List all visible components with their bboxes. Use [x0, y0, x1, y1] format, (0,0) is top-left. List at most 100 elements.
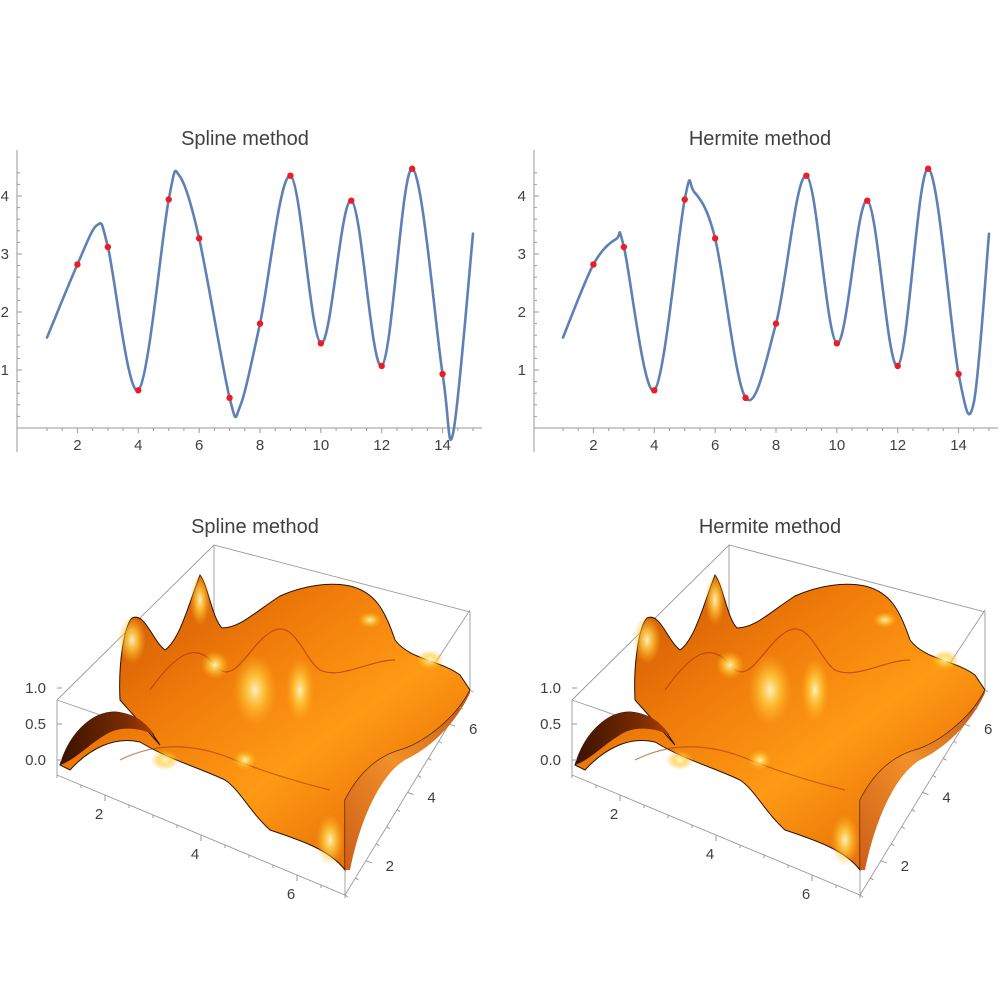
y-minor-tick: [943, 757, 947, 761]
x-tick-label: 2: [589, 437, 597, 454]
y-minor-tick: [870, 877, 874, 881]
z-tick-label: 0.0: [540, 752, 561, 769]
y-minor-tick: [911, 809, 916, 812]
x-tick-label: 12: [373, 437, 390, 454]
y-major-tick: [964, 723, 971, 727]
surface-highlight: [873, 612, 897, 628]
surface-highlight: [716, 651, 744, 679]
y-minor-tick: [386, 826, 390, 830]
data-point: [317, 340, 325, 347]
y-minor-tick: [984, 689, 989, 693]
y-tick-label: 2: [386, 858, 394, 875]
y-major-tick: [922, 792, 929, 795]
y-tick-label: 4: [518, 188, 526, 205]
x-tick-label: 2: [95, 806, 103, 823]
data-point: [226, 394, 233, 402]
data-point: [287, 172, 294, 179]
y-minor-tick: [344, 894, 349, 898]
chart-title: Spline method: [191, 516, 319, 538]
surface-highlight: [316, 814, 344, 866]
data-point: [378, 362, 385, 370]
data-point: [924, 165, 932, 172]
z-tick-label: 1.0: [540, 680, 561, 697]
y-tick-label: 4: [1, 188, 9, 205]
x-tick-label: 6: [287, 886, 295, 903]
surface-ridge-line: [149, 628, 396, 691]
surface-highlight: [233, 750, 257, 770]
y-tick-label: 4: [942, 790, 950, 807]
y-minor-tick: [417, 775, 422, 778]
data-point: [620, 243, 628, 251]
surface-highlight: [233, 654, 277, 726]
surface-highlight: [705, 574, 725, 626]
data-point: [104, 243, 112, 251]
y-minor-tick: [459, 706, 463, 710]
surface-highlight: [416, 650, 444, 670]
y-minor-tick: [953, 740, 958, 744]
interpolation-curve: [45, 167, 475, 441]
z-tick-label: 0.5: [540, 716, 561, 733]
y-tick-label: 2: [518, 304, 526, 321]
surface-highlight: [801, 658, 829, 722]
x-tick-label: 6: [195, 437, 203, 454]
y-minor-tick: [932, 775, 937, 778]
z-tick-label: 0.5: [25, 716, 46, 733]
data-point: [681, 196, 688, 203]
y-tick-label: 3: [1, 246, 9, 263]
z-tick-label: 0.0: [25, 752, 46, 769]
x-tick-label: 4: [191, 846, 199, 863]
surface-highlight: [748, 654, 792, 726]
y-major-tick: [449, 723, 456, 727]
y-tick-label: 2: [1, 304, 9, 321]
y-minor-tick: [901, 826, 905, 830]
x-tick-label: 4: [134, 437, 142, 454]
data-point: [772, 320, 780, 327]
x-tick-label: 4: [650, 437, 658, 454]
x-tick-label: 8: [256, 437, 264, 454]
y-tick-label: 3: [518, 246, 526, 263]
surface-highlight: [358, 612, 382, 628]
x-tick-label: 10: [313, 437, 330, 454]
y-major-tick: [365, 860, 372, 864]
surface-highlight: [118, 616, 146, 664]
x-tick-label: 4: [706, 846, 714, 863]
data-point: [439, 370, 446, 378]
y-minor-tick: [890, 843, 895, 847]
y-major-tick: [880, 860, 887, 864]
y-tick-label: 6: [984, 721, 992, 738]
surface-highlight: [286, 658, 314, 722]
surface-highlight: [201, 651, 229, 679]
y-tick-label: 4: [427, 790, 435, 807]
data-point: [833, 340, 841, 347]
x-tick-label: 8: [772, 437, 780, 454]
x-tick-label: 2: [73, 437, 81, 454]
y-minor-tick: [375, 843, 380, 847]
surface-highlight: [748, 750, 772, 770]
data-point: [711, 235, 719, 242]
data-point: [348, 197, 355, 204]
y-minor-tick: [355, 877, 359, 881]
surface-dark-fold: [60, 712, 155, 765]
x-tick-label: 14: [950, 437, 967, 454]
surface-highlight: [633, 616, 661, 664]
chart-title: Hermite method: [699, 516, 841, 538]
x-tick-label: 12: [889, 437, 906, 454]
y-tick-label: 1: [1, 362, 9, 379]
data-point: [864, 197, 871, 204]
surface-panel-1: Spline method 0.0 0.5 1.0 2 4 6 2 4 6: [25, 516, 477, 903]
interpolation-curve: [561, 167, 991, 416]
surface-panel-2: Hermite method 0.0 0.5 1.0 2 4 6 2 4 6: [540, 516, 992, 903]
data-point: [256, 320, 264, 327]
data-point: [955, 370, 962, 378]
data-point: [165, 196, 172, 203]
data-point: [74, 261, 81, 268]
y-minor-tick: [469, 689, 474, 693]
surface-highlight: [666, 750, 694, 770]
surface-highlight: [151, 750, 179, 770]
surface-ridge-line: [664, 628, 911, 691]
y-tick-label: 2: [901, 858, 909, 875]
x-tick-label: 10: [829, 437, 846, 454]
data-point: [803, 172, 810, 179]
data-point: [408, 165, 416, 172]
data-point: [894, 362, 901, 370]
